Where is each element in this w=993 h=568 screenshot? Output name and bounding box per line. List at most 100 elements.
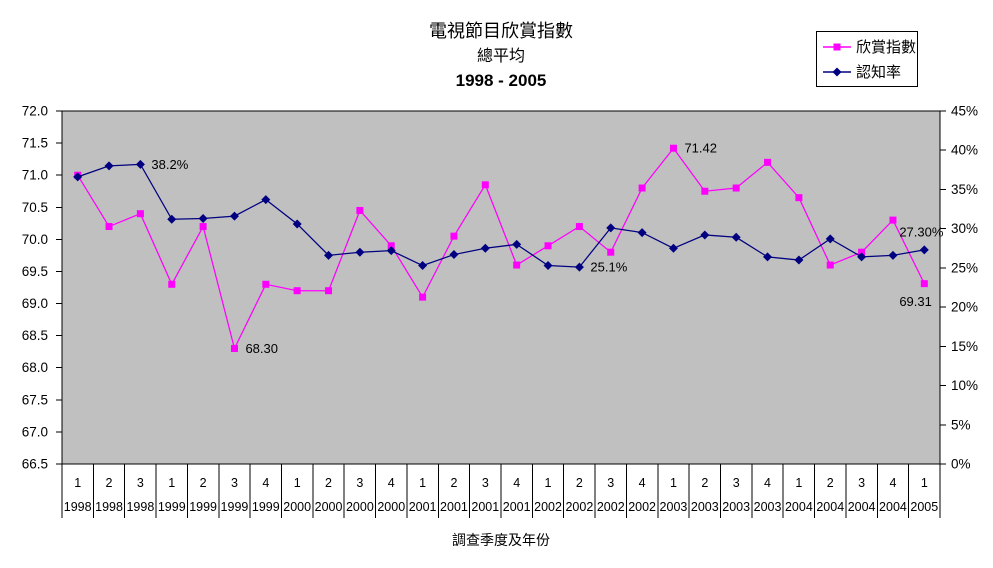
data-point-marker-square xyxy=(199,223,207,231)
y-axis-left-label: 66.5 xyxy=(22,457,48,472)
category-year-label: 2000 xyxy=(283,500,311,514)
data-point-marker-square xyxy=(701,187,709,195)
data-point-marker-diamond xyxy=(261,195,271,205)
plot-background xyxy=(61,110,941,465)
category-quarter-label: 2 xyxy=(325,476,332,490)
data-point-marker-diamond xyxy=(167,214,177,224)
legend-item-appreciation: 欣賞指數 xyxy=(817,36,917,57)
y-axis-right-label: 40% xyxy=(951,143,978,158)
category-year-label: 1999 xyxy=(189,500,217,514)
data-point-marker-square xyxy=(575,223,583,231)
category-year-label: 2003 xyxy=(660,500,688,514)
data-point-marker-square xyxy=(889,216,897,224)
data-point-marker-diamond xyxy=(825,234,835,244)
data-point-marker-square xyxy=(105,223,113,231)
category-quarter-label: 4 xyxy=(889,476,896,490)
category-year-label: 1998 xyxy=(126,500,154,514)
data-point-marker-diamond xyxy=(135,159,145,169)
data-point-marker-square xyxy=(607,248,615,256)
category-year-label: 2003 xyxy=(754,500,782,514)
category-year-label: 1999 xyxy=(158,500,186,514)
y-axis-left-label: 72.0 xyxy=(22,104,48,119)
data-point-marker-square xyxy=(356,206,364,214)
y-axis-left-label: 67.5 xyxy=(22,392,48,407)
data-point-marker-diamond xyxy=(104,161,114,171)
data-point-marker-diamond xyxy=(543,261,553,271)
y-axis-right-label: 25% xyxy=(951,260,978,275)
appreciation-marker-icon xyxy=(823,43,851,50)
legend-item-recognition: 認知率 xyxy=(817,61,917,82)
category-year-label: 2002 xyxy=(534,500,562,514)
data-point-marker-diamond xyxy=(229,211,239,221)
category-quarter-label: 2 xyxy=(827,476,834,490)
data-point-annotation: 68.30 xyxy=(245,341,278,356)
category-quarter-label: 2 xyxy=(576,476,583,490)
y-axis-right-label: 20% xyxy=(951,300,978,315)
category-quarter-label: 4 xyxy=(639,476,646,490)
category-quarter-label: 3 xyxy=(356,476,363,490)
data-point-marker-square xyxy=(325,287,333,295)
category-quarter-label: 3 xyxy=(231,476,238,490)
category-quarter-label: 3 xyxy=(482,476,489,490)
category-quarter-label: 1 xyxy=(545,476,552,490)
category-year-label: 2004 xyxy=(879,500,907,514)
data-point-annotation: 71.42 xyxy=(684,141,717,156)
data-point-marker-diamond xyxy=(449,250,459,260)
data-point-marker-diamond xyxy=(198,213,208,223)
data-point-marker-diamond xyxy=(386,246,396,256)
legend-label-recognition: 認知率 xyxy=(856,64,902,81)
data-point-marker-square xyxy=(513,261,521,269)
category-quarter-label: 2 xyxy=(450,476,457,490)
category-quarter-label: 2 xyxy=(200,476,207,490)
category-quarter-label: 4 xyxy=(513,476,520,490)
category-quarter-label: 1 xyxy=(795,476,802,490)
data-point-marker-square xyxy=(858,248,866,256)
legend: 欣賞指數 認知率 xyxy=(816,31,918,87)
category-quarter-label: 1 xyxy=(419,476,426,490)
data-point-marker-square xyxy=(481,181,489,189)
y-axis-right-label: 0% xyxy=(951,457,971,472)
category-year-label: 2001 xyxy=(503,500,531,514)
data-point-marker-diamond xyxy=(637,228,647,238)
y-axis-left-label: 70.0 xyxy=(22,232,48,247)
category-year-label: 2004 xyxy=(816,500,844,514)
category-quarter-label: 1 xyxy=(294,476,301,490)
data-point-marker-square xyxy=(732,184,740,192)
category-quarter-label: 1 xyxy=(921,476,928,490)
data-point-marker-square xyxy=(450,232,458,240)
chart-title-line2: 總平均 xyxy=(476,47,525,65)
data-point-marker-diamond xyxy=(857,252,867,262)
series-appreciation-line xyxy=(77,147,925,351)
data-point-marker-diamond xyxy=(606,223,616,233)
data-point-marker-square xyxy=(669,144,677,152)
category-quarter-label: 2 xyxy=(701,476,708,490)
data-point-marker-square xyxy=(293,287,301,295)
data-point-marker-square xyxy=(230,344,238,352)
data-point-marker-square xyxy=(826,261,834,269)
data-point-marker-diamond xyxy=(888,250,898,260)
data-point-marker-square xyxy=(764,158,772,166)
x-axis-title: 調查季度及年份 xyxy=(452,532,550,548)
category-quarter-label: 1 xyxy=(168,476,175,490)
y-axis-left-label: 69.0 xyxy=(22,296,48,311)
y-axis-right-label: 5% xyxy=(951,417,971,432)
data-point-marker-square xyxy=(795,194,803,202)
data-point-marker-square xyxy=(136,210,144,218)
y-axis-right-label: 15% xyxy=(951,339,978,354)
category-quarter-label: 1 xyxy=(74,476,81,490)
category-quarter-label: 4 xyxy=(388,476,395,490)
data-point-marker-square xyxy=(920,280,928,288)
category-year-label: 2001 xyxy=(409,500,437,514)
category-year-label: 2000 xyxy=(315,500,343,514)
data-point-marker-diamond xyxy=(574,262,584,272)
y-axis-left-label: 71.5 xyxy=(22,136,48,151)
category-year-label: 2002 xyxy=(628,500,656,514)
chart-title-line3: 1998 - 2005 xyxy=(455,70,547,90)
category-year-label: 1999 xyxy=(252,500,280,514)
data-point-marker-square xyxy=(387,242,395,250)
data-point-marker-square xyxy=(262,280,270,288)
category-quarter-label: 2 xyxy=(106,476,113,490)
data-point-marker-square xyxy=(419,293,427,301)
chart-title-line1: 電視節目欣賞指數 xyxy=(429,21,573,41)
